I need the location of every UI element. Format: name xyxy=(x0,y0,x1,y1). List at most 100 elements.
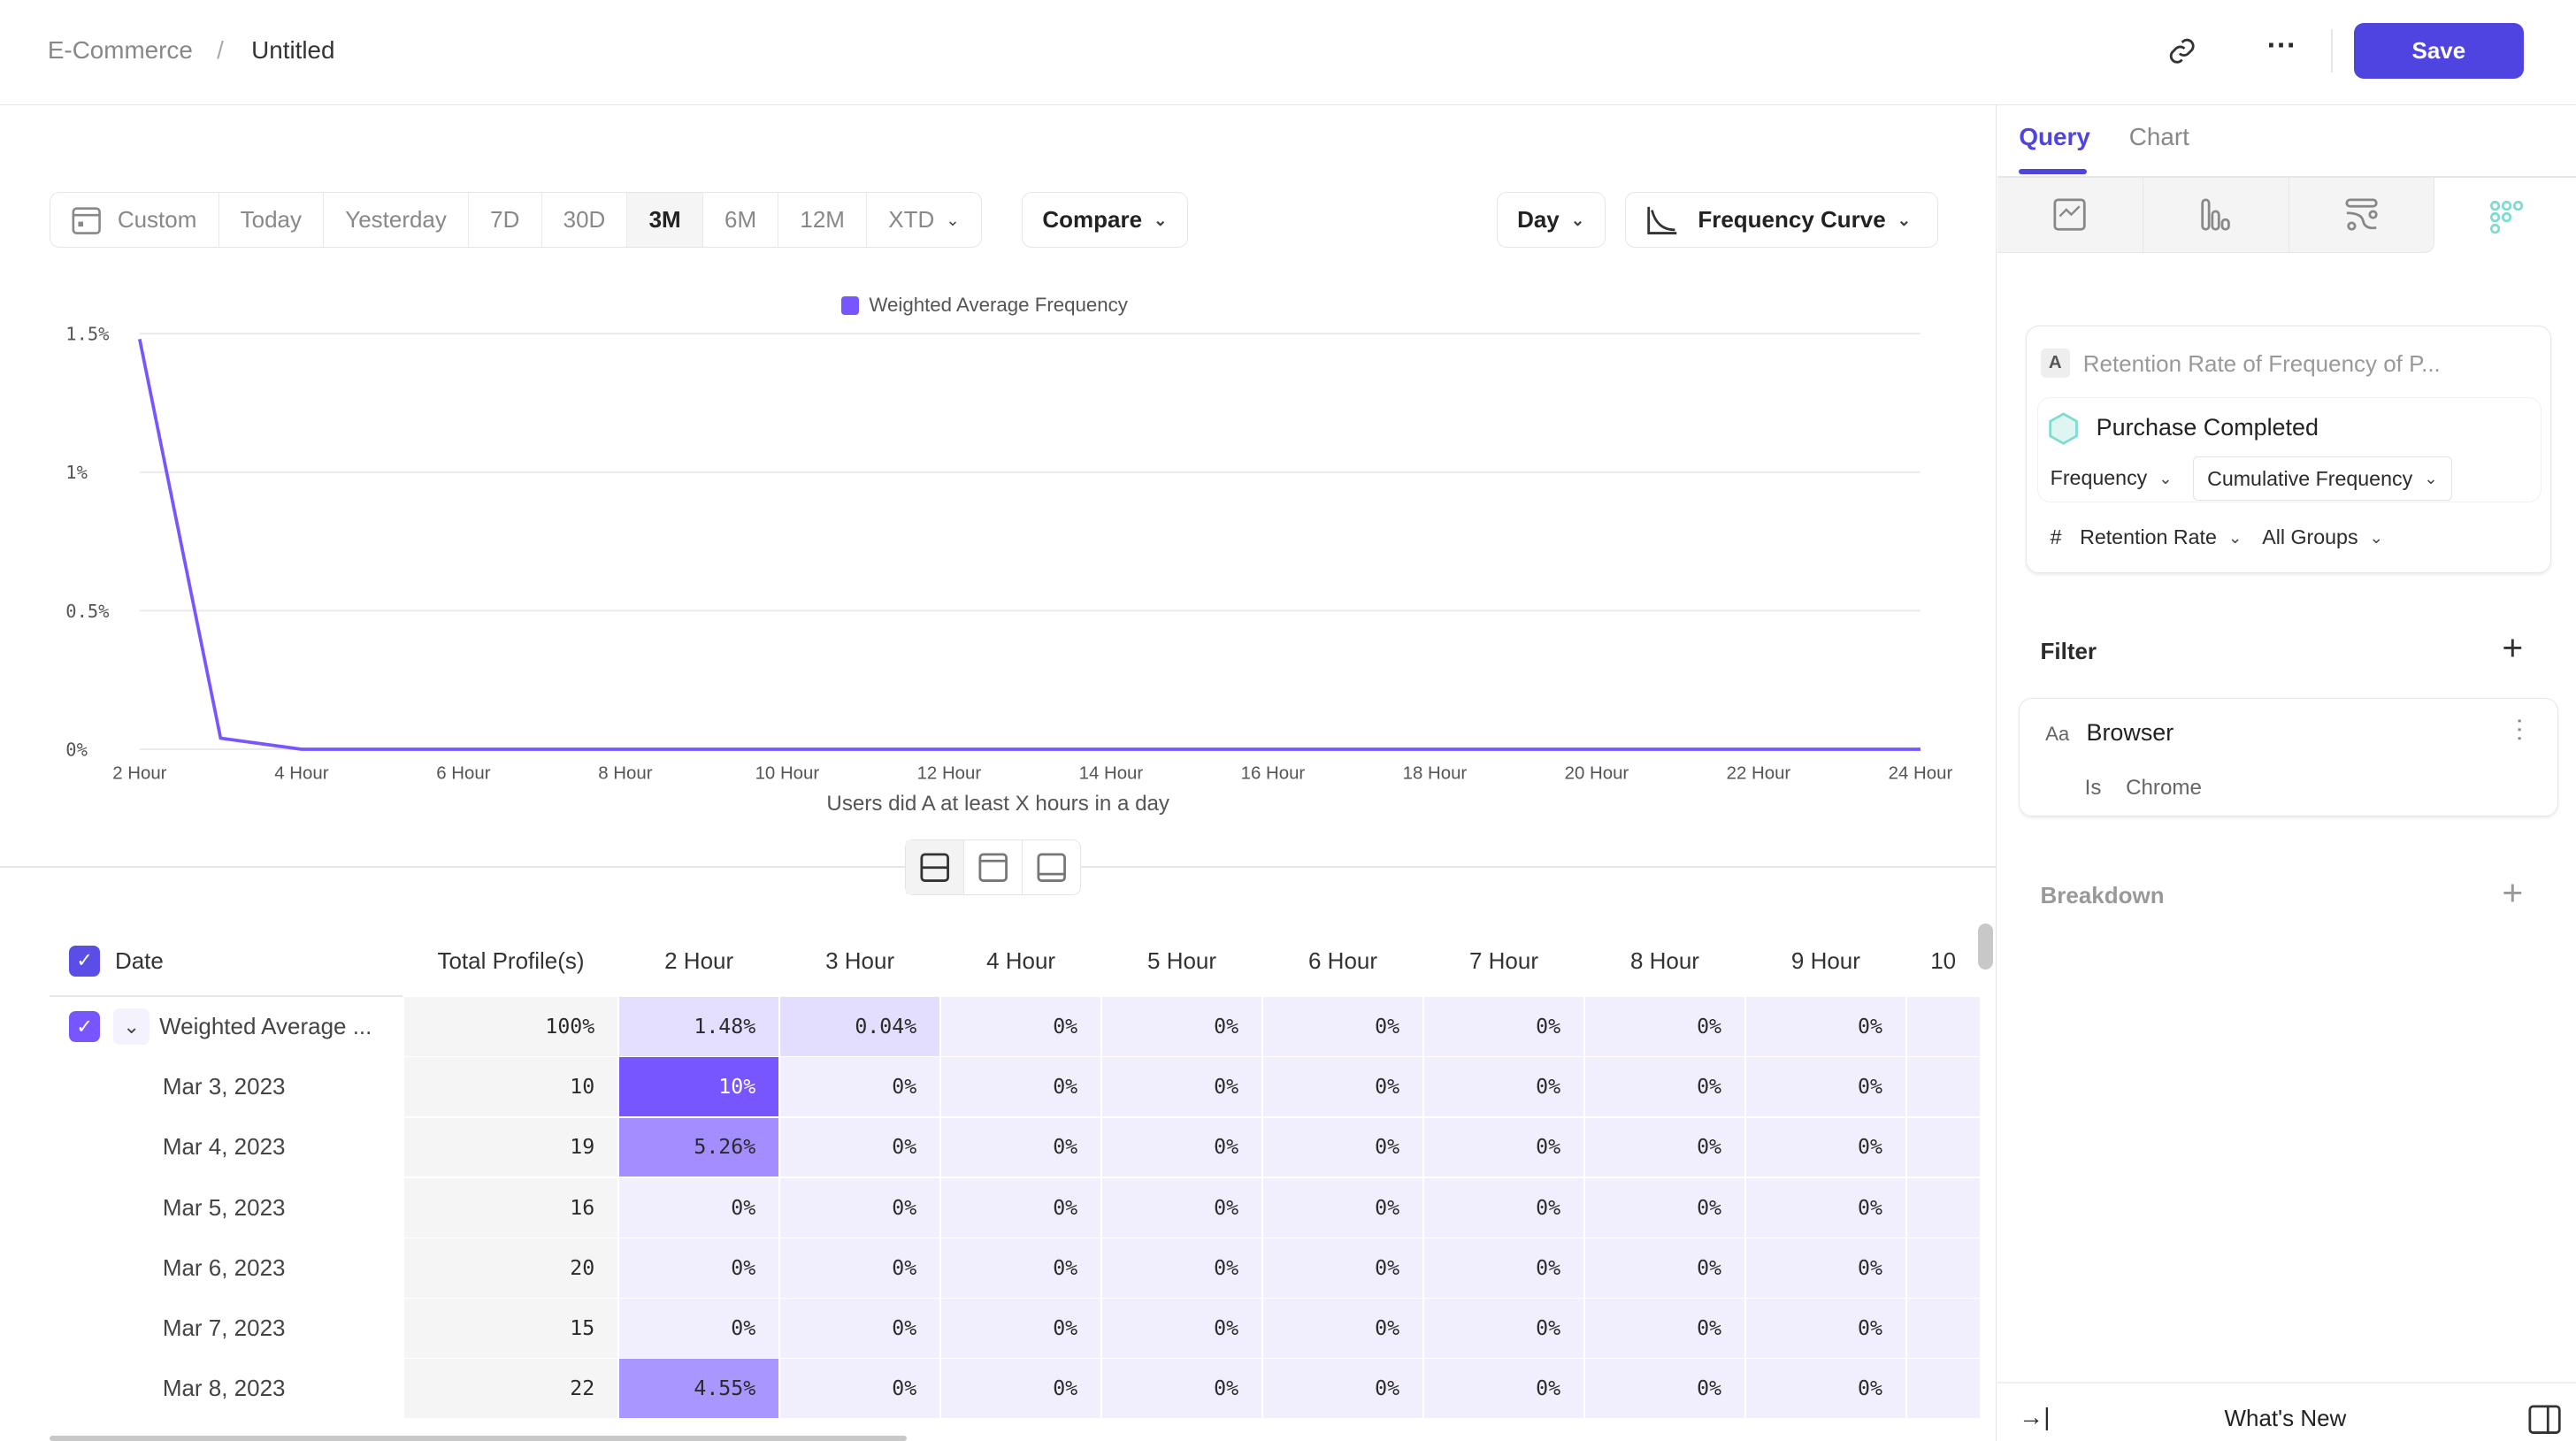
table-row[interactable]: ✓⌄Weighted Average ...100%1.48%0.04%0%0%… xyxy=(50,997,1982,1056)
value-cell[interactable]: 0% xyxy=(941,997,1100,1056)
date-range-yesterday[interactable]: Yesterday xyxy=(324,193,469,247)
groups-dropdown[interactable]: All Groups⌄ xyxy=(2262,525,2383,549)
value-cell[interactable]: 0% xyxy=(1585,1359,1744,1418)
column-header[interactable]: 4 Hour xyxy=(941,928,1100,993)
value-cell[interactable]: 0.04% xyxy=(780,997,939,1056)
column-header[interactable]: 7 Hour xyxy=(1424,928,1583,993)
insights-tab[interactable] xyxy=(1997,178,2143,252)
split-view-button[interactable] xyxy=(906,840,963,894)
link-icon[interactable] xyxy=(2167,36,2196,65)
value-cell[interactable]: 0% xyxy=(619,1178,778,1238)
add-breakdown-plus-icon[interactable]: + xyxy=(2502,872,2523,914)
expand-chevron-icon[interactable]: ⌄ xyxy=(113,1008,150,1045)
value-cell[interactable]: 0% xyxy=(1585,1118,1744,1177)
value-cell[interactable] xyxy=(1907,1359,1980,1418)
more-vertical-icon[interactable]: ··· xyxy=(2513,717,2526,743)
value-cell[interactable]: 0% xyxy=(941,1178,1100,1238)
table-view-button[interactable] xyxy=(1022,840,1080,894)
select-all-checkbox[interactable]: ✓ xyxy=(69,946,100,977)
value-cell[interactable]: 0% xyxy=(780,1178,939,1238)
value-cell[interactable]: 0% xyxy=(1102,1118,1261,1177)
value-cell[interactable]: 0% xyxy=(1585,1178,1744,1238)
value-cell[interactable] xyxy=(1907,997,1980,1056)
value-cell[interactable]: 0% xyxy=(1746,1359,1905,1418)
column-header[interactable]: 6 Hour xyxy=(1263,928,1422,993)
value-cell[interactable]: 10% xyxy=(619,1057,778,1116)
breadcrumb-current[interactable]: Untitled xyxy=(251,36,334,65)
date-range-xtd[interactable]: XTD⌄ xyxy=(867,193,981,247)
filter-property[interactable]: Browser xyxy=(2087,719,2174,747)
event-name[interactable]: Purchase Completed xyxy=(2097,414,2319,441)
row-checkbox[interactable]: ✓ xyxy=(69,1011,100,1042)
tab-query[interactable]: Query xyxy=(2019,123,2089,151)
value-cell[interactable]: 0% xyxy=(780,1238,939,1298)
value-cell[interactable]: 0% xyxy=(1746,1178,1905,1238)
value-cell[interactable]: 0% xyxy=(1102,1359,1261,1418)
value-cell[interactable]: 0% xyxy=(780,1057,939,1116)
value-cell[interactable]: 0% xyxy=(1424,997,1583,1056)
breadcrumb-parent[interactable]: E-Commerce xyxy=(48,36,193,65)
measure-dropdown[interactable]: Frequency⌄ xyxy=(2051,466,2173,490)
metric-title[interactable]: Retention Rate of Frequency of P... xyxy=(2083,350,2441,378)
value-cell[interactable]: 0% xyxy=(1424,1178,1583,1238)
value-cell[interactable]: 0% xyxy=(941,1238,1100,1298)
value-cell[interactable]: 0% xyxy=(1263,1299,1422,1358)
whats-new-link[interactable]: What's New xyxy=(2225,1405,2347,1432)
filter-operator[interactable]: Is xyxy=(2085,776,2102,801)
value-cell[interactable]: 0% xyxy=(1424,1057,1583,1116)
value-cell[interactable]: 0% xyxy=(1263,997,1422,1056)
value-cell[interactable]: 0% xyxy=(780,1118,939,1177)
value-cell[interactable]: 0% xyxy=(1263,1057,1422,1116)
value-cell[interactable]: 0% xyxy=(941,1118,1100,1177)
column-header[interactable]: 8 Hour xyxy=(1585,928,1744,993)
collapse-panel-icon[interactable]: →| xyxy=(2019,1403,2050,1431)
filter-value[interactable]: Chrome xyxy=(2126,776,2202,801)
value-cell[interactable]: 0% xyxy=(1585,1238,1744,1298)
value-cell[interactable]: 0% xyxy=(941,1057,1100,1116)
value-cell[interactable]: 0% xyxy=(941,1299,1100,1358)
value-cell[interactable] xyxy=(1907,1299,1980,1358)
value-cell[interactable]: 0% xyxy=(1424,1118,1583,1177)
value-cell[interactable]: 0% xyxy=(1263,1359,1422,1418)
value-cell[interactable] xyxy=(1907,1178,1980,1238)
value-cell[interactable]: 0% xyxy=(941,1359,1100,1418)
date-range-30d[interactable]: 30D xyxy=(542,193,628,247)
value-cell[interactable]: 0% xyxy=(1746,1299,1905,1358)
tab-chart[interactable]: Chart xyxy=(2129,123,2189,151)
value-cell[interactable]: 0% xyxy=(1746,1118,1905,1177)
value-cell[interactable]: 0% xyxy=(1424,1359,1583,1418)
column-header[interactable]: ✓Date xyxy=(50,928,402,993)
date-range-12m[interactable]: 12M xyxy=(778,193,867,247)
flows-tab[interactable] xyxy=(2289,178,2434,252)
vertical-scrollbar[interactable] xyxy=(1978,924,1993,970)
value-cell[interactable]: 4.55% xyxy=(619,1359,778,1418)
value-cell[interactable]: 0% xyxy=(780,1299,939,1358)
funnels-tab[interactable] xyxy=(2143,178,2289,252)
rate-dropdown[interactable]: Retention Rate⌄ xyxy=(2080,525,2242,549)
column-header[interactable]: 5 Hour xyxy=(1102,928,1261,993)
more-horizontal-icon[interactable]: ··· xyxy=(2267,29,2296,63)
value-cell[interactable]: 0% xyxy=(1102,1238,1261,1298)
date-range-custom[interactable]: Custom xyxy=(50,193,219,247)
value-cell[interactable] xyxy=(1907,1057,1980,1116)
value-cell[interactable]: 0% xyxy=(1102,1057,1261,1116)
column-header[interactable]: 10 xyxy=(1907,928,1980,993)
measure-type-dropdown[interactable]: Cumulative Frequency⌄ xyxy=(2193,456,2451,501)
value-cell[interactable]: 1.48% xyxy=(619,997,778,1056)
value-cell[interactable]: 0% xyxy=(1585,1057,1744,1116)
value-cell[interactable]: 0% xyxy=(1424,1238,1583,1298)
value-cell[interactable]: 0% xyxy=(1746,1057,1905,1116)
value-cell[interactable]: 0% xyxy=(619,1238,778,1298)
value-cell[interactable]: 0% xyxy=(1746,1238,1905,1298)
value-cell[interactable]: 0% xyxy=(1424,1299,1583,1358)
column-header[interactable]: Total Profile(s) xyxy=(404,928,617,993)
date-range-today[interactable]: Today xyxy=(219,193,325,247)
value-cell[interactable]: 0% xyxy=(1585,997,1744,1056)
value-cell[interactable]: 0% xyxy=(1102,997,1261,1056)
sidebar-toggle-icon[interactable] xyxy=(2528,1405,2561,1434)
